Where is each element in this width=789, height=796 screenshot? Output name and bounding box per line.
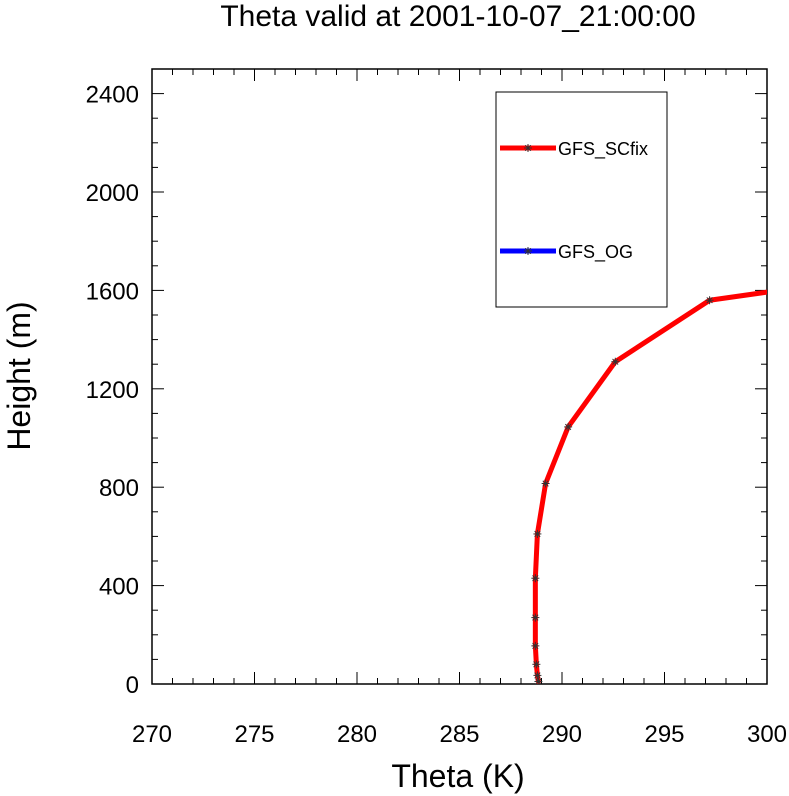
chart-title: Theta valid at 2001-10-07_21:00:00 [220, 0, 695, 33]
y-tick-label: 2400 [86, 82, 139, 109]
legend-marker [524, 247, 532, 255]
y-tick-label: 0 [126, 672, 139, 699]
y-axis-label: Height (m) [1, 301, 37, 450]
series-marker [531, 613, 540, 622]
y-tick-label: 1200 [86, 377, 139, 404]
series-marker [541, 479, 550, 488]
series-marker [775, 286, 783, 294]
x-axis-label: Theta (K) [391, 758, 524, 794]
plot-frame [151, 68, 768, 685]
x-tick-label: 285 [439, 721, 479, 748]
legend-marker [524, 144, 532, 152]
series-marker [611, 357, 620, 366]
x-tick-label: 280 [337, 721, 377, 748]
x-tick-labels: 270 275 280 285 290 295 300 [132, 721, 787, 748]
x-tick-label: 290 [542, 721, 582, 748]
series-marker [533, 529, 542, 538]
legend-box [495, 91, 668, 308]
series-marker [532, 660, 541, 669]
x-tick-label: 295 [644, 721, 684, 748]
series-marker [531, 641, 540, 650]
series-line-0 [532, 289, 767, 684]
x-tick-label: 300 [747, 721, 787, 748]
y-tick-labels: 0 400 800 1200 1600 2000 2400 [86, 82, 139, 699]
x-tick-label: 275 [234, 721, 274, 748]
y-tick-label: 1600 [86, 278, 139, 305]
y-tick-label: 400 [99, 574, 139, 601]
legend-label: GFS_SCfix [558, 139, 648, 160]
legend-label: GFS_OG [558, 242, 633, 263]
series-marker [534, 677, 543, 684]
y-tick-label: 800 [99, 475, 139, 502]
axis-ticks [151, 68, 768, 685]
series-marker [531, 574, 540, 583]
legend-items: GFS_SCfix GFS_OG [500, 139, 648, 263]
series-marker [705, 296, 714, 305]
series-marker [533, 671, 542, 680]
series-layer [531, 286, 783, 684]
y-tick-label: 2000 [86, 180, 139, 207]
x-tick-label: 270 [132, 721, 172, 748]
series-marker [564, 422, 573, 431]
legend: GFS_SCfix GFS_OG [495, 91, 668, 308]
